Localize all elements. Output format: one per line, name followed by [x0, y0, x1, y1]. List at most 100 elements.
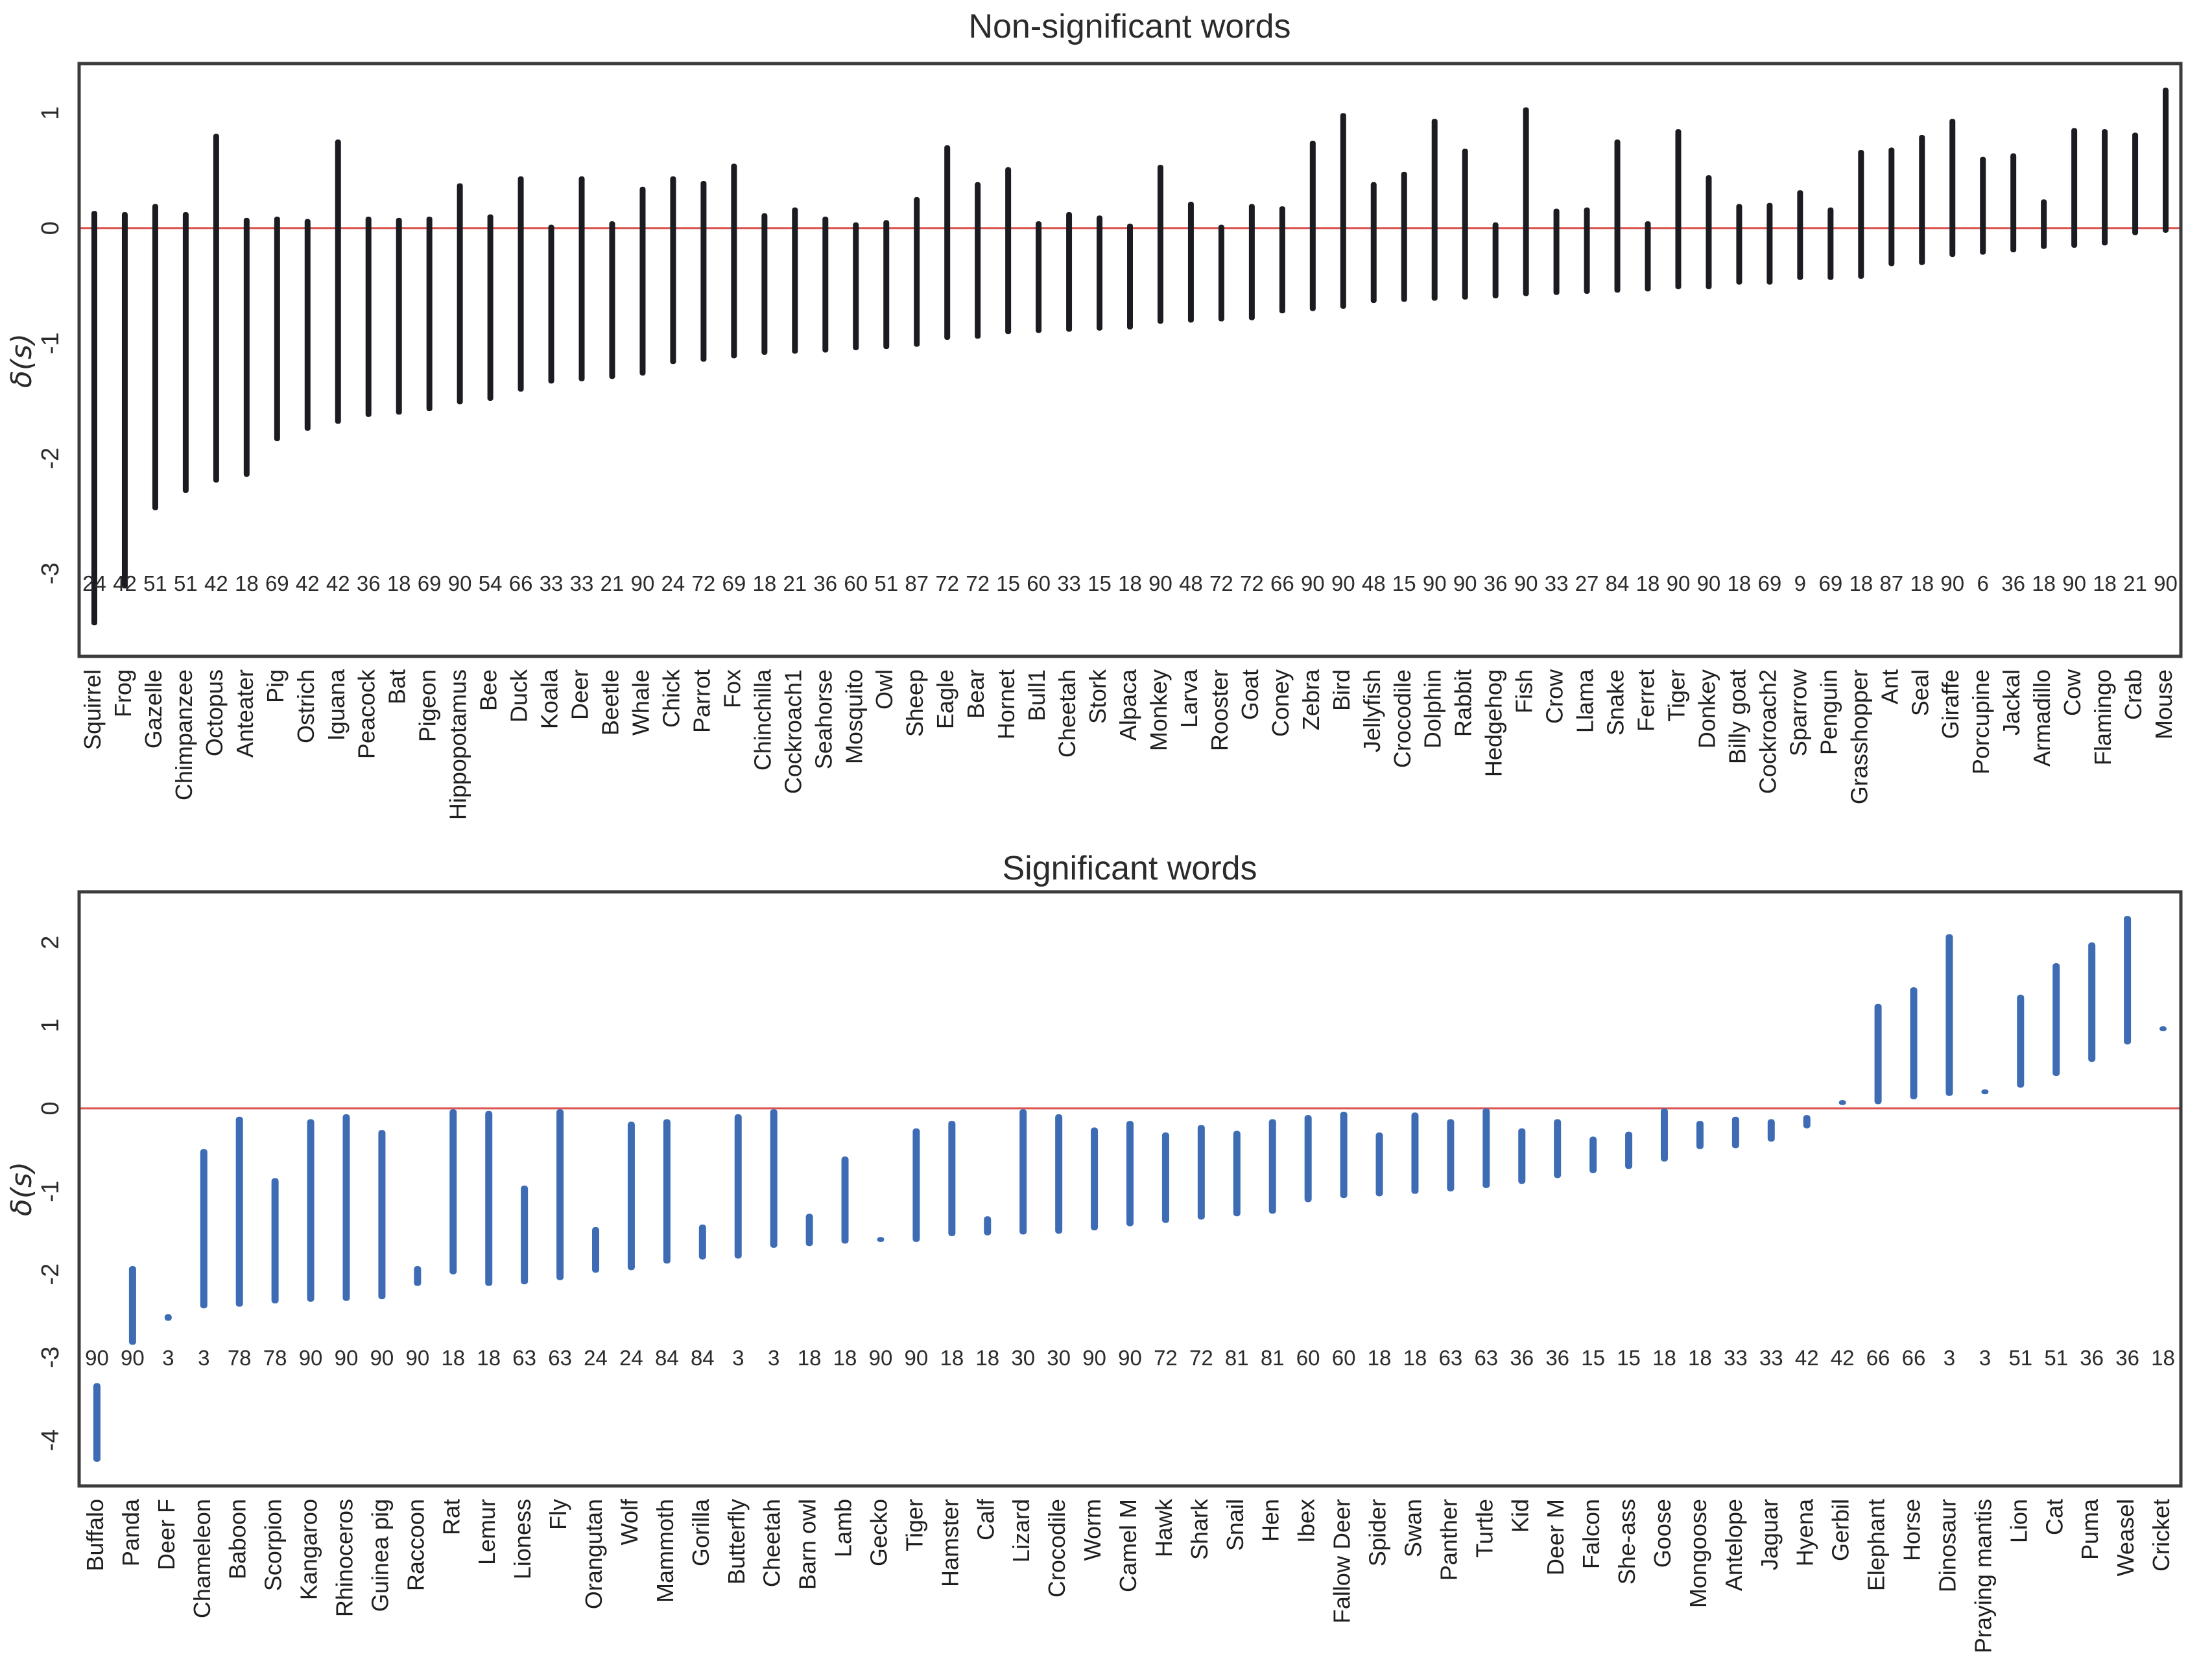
range-bar — [128, 1265, 136, 1345]
count-label: 60 — [1296, 1346, 1320, 1370]
count-label: 24 — [82, 571, 106, 595]
range-bar — [1431, 119, 1438, 301]
count-label: 87 — [905, 571, 929, 595]
count-label: 72 — [935, 571, 959, 595]
range-bar — [1888, 147, 1895, 267]
category-label: Crab — [2120, 669, 2147, 720]
count-label: 18 — [2093, 571, 2117, 595]
count-label: 69 — [722, 571, 746, 595]
category-label: Duck — [506, 669, 532, 723]
count-label: 54 — [479, 571, 503, 595]
count-label: 42 — [1795, 1346, 1819, 1370]
range-bar — [243, 217, 250, 477]
count-label: 90 — [2062, 571, 2086, 595]
range-bar — [1340, 1112, 1348, 1199]
range-bar — [1767, 1119, 1775, 1142]
count-label: 24 — [584, 1346, 608, 1370]
count-label: 90 — [405, 1346, 429, 1370]
count-label: 60 — [844, 571, 868, 595]
category-label: Monkey — [1145, 669, 1172, 751]
range-bar — [548, 224, 554, 384]
category-label: Puma — [2076, 1498, 2103, 1560]
category-label: Gerbil — [1827, 1499, 1854, 1561]
range-bar — [1736, 204, 1742, 285]
count-label: 90 — [299, 1346, 323, 1370]
count-label: 18 — [798, 1346, 822, 1370]
range-bar — [1874, 1003, 1882, 1105]
count-label: 36 — [357, 571, 381, 595]
count-label: 18 — [1652, 1346, 1676, 1370]
y-tick-label: -4 — [37, 1430, 64, 1452]
category-label: Rabbit — [1450, 669, 1477, 737]
category-label: Sheep — [901, 669, 928, 737]
count-label: 51 — [874, 571, 898, 595]
range-bar — [1660, 1108, 1668, 1162]
category-label: Mosquito — [840, 669, 867, 764]
count-label: 15 — [996, 571, 1020, 595]
count-label: 90 — [1940, 571, 1964, 595]
category-label: Owl — [871, 669, 898, 710]
category-label: Bird — [1328, 669, 1355, 711]
category-label: Parrot — [688, 669, 715, 733]
category-label: Squirrel — [79, 669, 106, 750]
range-bar — [152, 204, 158, 510]
range-bar — [1340, 113, 1346, 309]
count-label: 90 — [1423, 571, 1447, 595]
range-bar — [1766, 202, 1773, 285]
range-bar — [1401, 171, 1407, 302]
range-bar — [1981, 1089, 1989, 1095]
category-label: Eagle — [932, 669, 958, 729]
range-bar — [1447, 1119, 1455, 1191]
category-label: Llama — [1572, 669, 1599, 733]
range-bar — [853, 222, 859, 350]
range-bar — [1553, 208, 1560, 295]
count-label: 66 — [1270, 571, 1294, 595]
count-label: 42 — [204, 571, 228, 595]
count-label: 18 — [940, 1346, 964, 1370]
count-label: 72 — [1189, 1346, 1213, 1370]
range-bar — [271, 1178, 279, 1304]
range-bar — [883, 220, 890, 350]
count-label: 9 — [1794, 571, 1806, 595]
range-bar — [1268, 1119, 1276, 1214]
plot-area: 1 0 -1 -2 -3 24 Squirrel 42 Frog 51 Gazelle 51 Chimp… — [37, 62, 2183, 820]
range-bar — [91, 211, 97, 626]
count-label: 87 — [1879, 571, 1903, 595]
range-bar — [1411, 1112, 1419, 1194]
count-label: 90 — [1148, 571, 1172, 595]
count-label: 3 — [732, 1346, 744, 1370]
range-bar — [1233, 1131, 1241, 1217]
range-bar — [1091, 1127, 1099, 1230]
category-label: Anteater — [232, 669, 258, 758]
count-label: 90 — [631, 571, 655, 595]
panel-title: Significant words — [1002, 850, 1257, 887]
category-label: Pigeon — [414, 669, 441, 742]
plot-frame — [77, 62, 2183, 658]
count-label: 18 — [235, 571, 259, 595]
count-label: 18 — [975, 1346, 999, 1370]
range-bar — [396, 217, 402, 415]
category-label: Mongoose — [1685, 1499, 1711, 1608]
count-label: 3 — [162, 1346, 174, 1370]
range-bar — [1370, 182, 1377, 304]
category-label: Buffalo — [82, 1499, 108, 1571]
range-bar — [761, 213, 768, 355]
category-label: Ferret — [1633, 669, 1659, 732]
count-label: 42 — [326, 571, 350, 595]
count-label: 33 — [1545, 571, 1569, 595]
range-bar — [1187, 201, 1194, 323]
range-bar — [1980, 156, 1986, 255]
count-label: 90 — [1118, 1346, 1142, 1370]
range-bar — [731, 163, 737, 359]
category-label: Giraffe — [1937, 669, 1964, 739]
count-label: 42 — [113, 571, 137, 595]
category-label: Flamingo — [2089, 669, 2116, 765]
range-bar — [307, 1119, 315, 1302]
category-label: Lion — [2005, 1499, 2032, 1543]
range-bar — [213, 134, 219, 483]
y-tick-label: -1 — [37, 332, 64, 354]
count-label: 18 — [1688, 1346, 1712, 1370]
range-bar — [2052, 963, 2060, 1077]
category-label: Rhinoceros — [331, 1499, 358, 1617]
range-bar — [639, 186, 646, 376]
